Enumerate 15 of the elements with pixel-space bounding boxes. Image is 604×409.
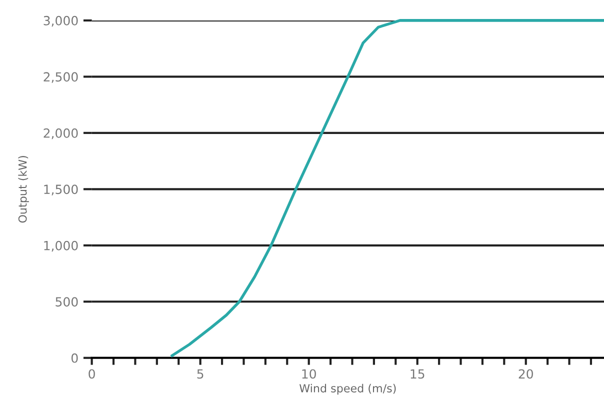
x-tick-label: 20 [518, 369, 533, 379]
y-axis-title: Output (kW) [18, 156, 29, 223]
x-tick-label: 15 [410, 369, 424, 379]
x-tick-label: 5 [197, 369, 204, 379]
x-tick-label: 0 [88, 369, 95, 379]
x-axis-title: Wind speed (m/s) [299, 384, 396, 395]
y-tick-label: 1,500 [44, 184, 78, 196]
y-tick-label: 2,500 [44, 72, 78, 83]
line-series [170, 19, 604, 358]
y-tick-label: 1,000 [44, 240, 78, 252]
y-tick-label: 2,000 [44, 128, 78, 140]
y-tick-label: 3,000 [44, 16, 78, 27]
y-tick-label: 500 [56, 297, 78, 307]
y-tick-label: 0 [71, 353, 78, 363]
x-tick-label: 10 [302, 369, 316, 379]
